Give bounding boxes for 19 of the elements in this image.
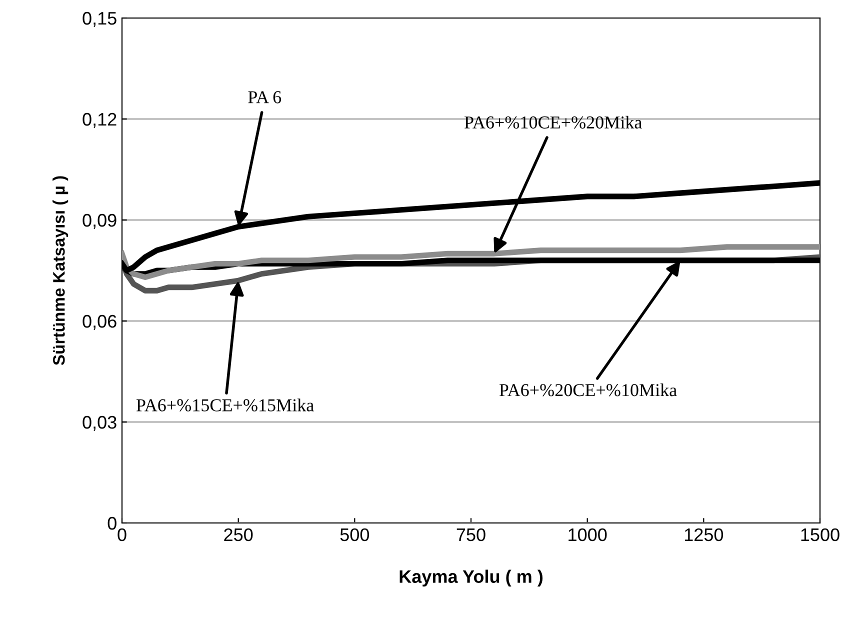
- y-tick-label: 0,12: [82, 112, 116, 128]
- y-tick-label: 0,03: [82, 416, 116, 431]
- y-tick-label: 0,06: [82, 314, 116, 330]
- y-tick-label: 0,15: [82, 12, 116, 27]
- x-tick-label: 1250: [684, 528, 724, 542]
- y-tick-label: 0,09: [82, 214, 116, 229]
- y-tick-label: 0: [108, 516, 116, 530]
- x-tick-label: 750: [456, 528, 486, 542]
- x-tick-label: 250: [224, 528, 253, 542]
- x-axis-title: Kayma Yolu ( m ): [400, 570, 543, 587]
- x-tick-label: 1000: [568, 528, 607, 542]
- text: PA 6: [248, 91, 282, 104]
- y-axis-title: Sürtünme Katsayısı ( µ ): [52, 176, 68, 366]
- x-tick-label: 500: [340, 528, 370, 542]
- x-tick-label: 0: [118, 528, 126, 542]
- text: PA6+%20CE+%10Mika: [499, 384, 677, 396]
- text: PA6+%10CE+%20Mika: [464, 116, 642, 129]
- text: PA6+%15CE+%15Mika: [136, 398, 314, 412]
- x-tick-label: 1500: [801, 528, 840, 542]
